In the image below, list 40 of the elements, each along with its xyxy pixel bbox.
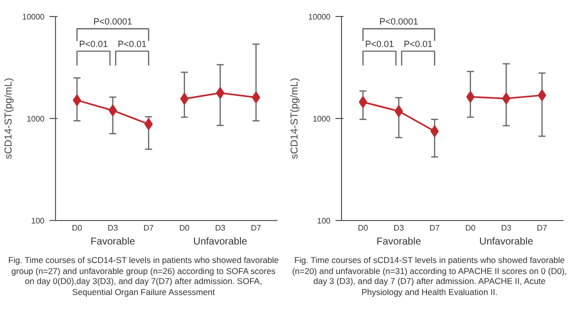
x-tick-label: D7 [536, 224, 548, 232]
x-tick-label: D3 [394, 224, 404, 232]
text: Fig. Time courses of sCD14-ST levels in patients who showed favorable group (n=27) and unfavorable group (n=26) according to SOFA scores on day 0(D0),day 3(D3), and day 7(D7) after admission. SOFA, Sequential Organ Failure Assessment [7, 255, 280, 298]
y-tick-label: 10000 [22, 12, 46, 22]
y-tick-label: 10000 [308, 12, 332, 22]
x-tick-label: D0 [72, 224, 83, 232]
annotation: P<0.01 [365, 39, 394, 50]
x-tick-label: D3 [501, 224, 512, 232]
text: Unfavorable [193, 236, 248, 248]
x-tick-label: D7 [250, 224, 262, 232]
y-tick-label: 1000 [312, 114, 332, 124]
annotation: P<0.01 [404, 39, 433, 50]
text: Favorable [90, 236, 136, 248]
point [72, 94, 82, 106]
x-tick-label: D3 [108, 224, 118, 232]
text: Unfavorable [479, 236, 534, 248]
point [358, 96, 368, 108]
y-axis-title: sCD14-ST(pg/mL) [289, 78, 300, 160]
y-tick-label: 100 [317, 216, 332, 226]
y-tick-label: 1000 [26, 114, 46, 124]
x-tick-label: D0 [358, 224, 369, 232]
y-axis-title: sCD14-ST(pg/mL) [3, 78, 14, 160]
point [144, 118, 153, 130]
annotation: P<0.01 [79, 39, 108, 50]
point [252, 91, 260, 104]
annotation: P<0.0001 [93, 16, 132, 27]
point [180, 92, 189, 105]
x-tick-label: D3 [215, 224, 226, 232]
point [538, 89, 546, 102]
annotation: P<0.0001 [379, 16, 418, 27]
x-tick-label: D7 [429, 224, 440, 232]
text: Favorable [376, 236, 422, 248]
point [466, 90, 475, 103]
text: Fig. Time courses of sCD14-ST levels in patients who showed favorable (n=20) and unfavorable (n=31) according to APACHE II scores on 0 (D0), day 3 (D3), and day 7 (D7) after admission. APACHE II, Acute Physiology and Health Evaluation II. [292, 255, 567, 298]
x-tick-label: D7 [143, 224, 154, 232]
x-tick-label: D0 [465, 224, 476, 232]
y-tick-label: 100 [31, 216, 46, 226]
point [430, 125, 439, 138]
annotation: P<0.01 [118, 39, 147, 50]
x-tick-label: D0 [179, 224, 190, 232]
